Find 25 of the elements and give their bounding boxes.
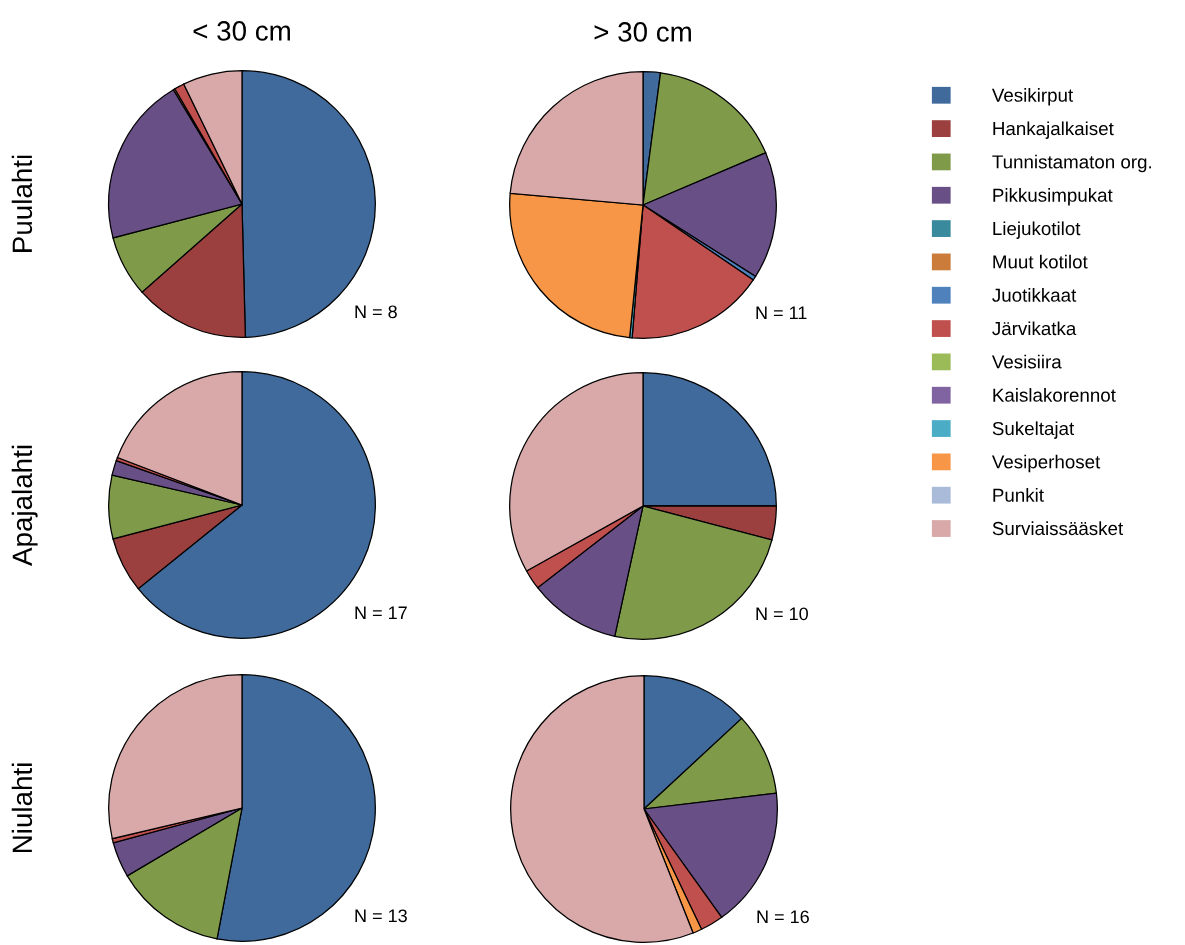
legend-label: Vesikirput [991, 88, 1074, 106]
chart-title: > 30 cm [594, 22, 691, 42]
text: N = 10 [756, 607, 808, 621]
text: N = 17 [355, 606, 407, 619]
legend-label: Sukeltajat [992, 421, 1075, 439]
text: Puulahti [11, 155, 33, 252]
legend-label: Kaislakorennot [993, 388, 1116, 402]
text: N = 8 [355, 305, 397, 319]
legend-label: Hankajalkaiset [993, 121, 1114, 139]
legend-label: Vesiperhoset [991, 454, 1101, 473]
text: N = 11 [756, 306, 807, 319]
legend-label: Vesisiira [991, 354, 1062, 369]
chart-title: < 30 cm [193, 21, 290, 41]
legend-label: Muut kotilot [993, 254, 1088, 269]
legend-label: Pikkusimpukat [993, 188, 1113, 206]
legend-label: Surviaissääsket [992, 521, 1124, 536]
text: N = 13 [355, 909, 407, 923]
legend-label: Tunnistamaton org. [992, 154, 1152, 173]
legend-label: Juotikkaat [992, 288, 1077, 302]
text: N = 16 [757, 910, 809, 924]
legend-label: Liejukotilot [993, 221, 1081, 239]
text: Apajalahti [11, 445, 38, 566]
text: Niulahti [11, 763, 33, 853]
legend-label: Järvikatka [992, 321, 1077, 336]
legend-label: Punkit [993, 488, 1044, 502]
